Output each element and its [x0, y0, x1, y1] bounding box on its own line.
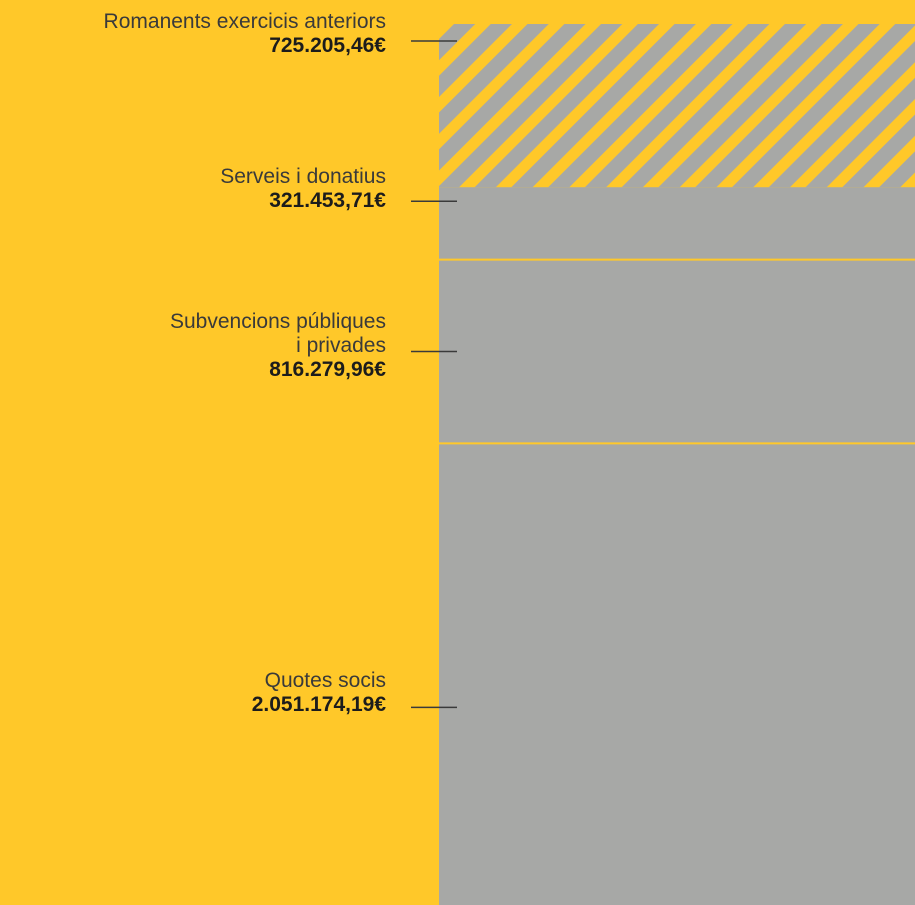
- bar-segment-romanents: [439, 24, 915, 188]
- bar-segment-subvencions: [439, 259, 915, 444]
- label-quotes: Quotes socis 2.051.174,19€: [252, 669, 386, 717]
- label-name-subvencions: i privades: [296, 334, 386, 358]
- label-name-subvencions: Subvencions públiques: [170, 310, 386, 334]
- label-serveis: Serveis i donatius 321.453,71€: [220, 165, 386, 213]
- label-name-quotes: Quotes socis: [264, 669, 386, 693]
- bar-segment-serveis: [439, 187, 915, 260]
- label-value-quotes: 2.051.174,19€: [251, 693, 386, 717]
- bar-segment-quotes: [439, 443, 915, 905]
- label-value-subvencions: 816.279,96€: [269, 358, 386, 382]
- label-romanents: Romanents exercicis anteriors 725.205,46€: [104, 10, 386, 58]
- label-value-romanents: 725.205,46€: [269, 34, 386, 57]
- label-name-romanents: Romanents exercicis anteriors: [103, 10, 386, 33]
- label-value-serveis: 321.453,71€: [269, 189, 386, 213]
- label-subvencions: Subvencions públiques i privades 816.279,9…: [170, 310, 386, 382]
- label-name-serveis: Serveis i donatius: [220, 165, 386, 189]
